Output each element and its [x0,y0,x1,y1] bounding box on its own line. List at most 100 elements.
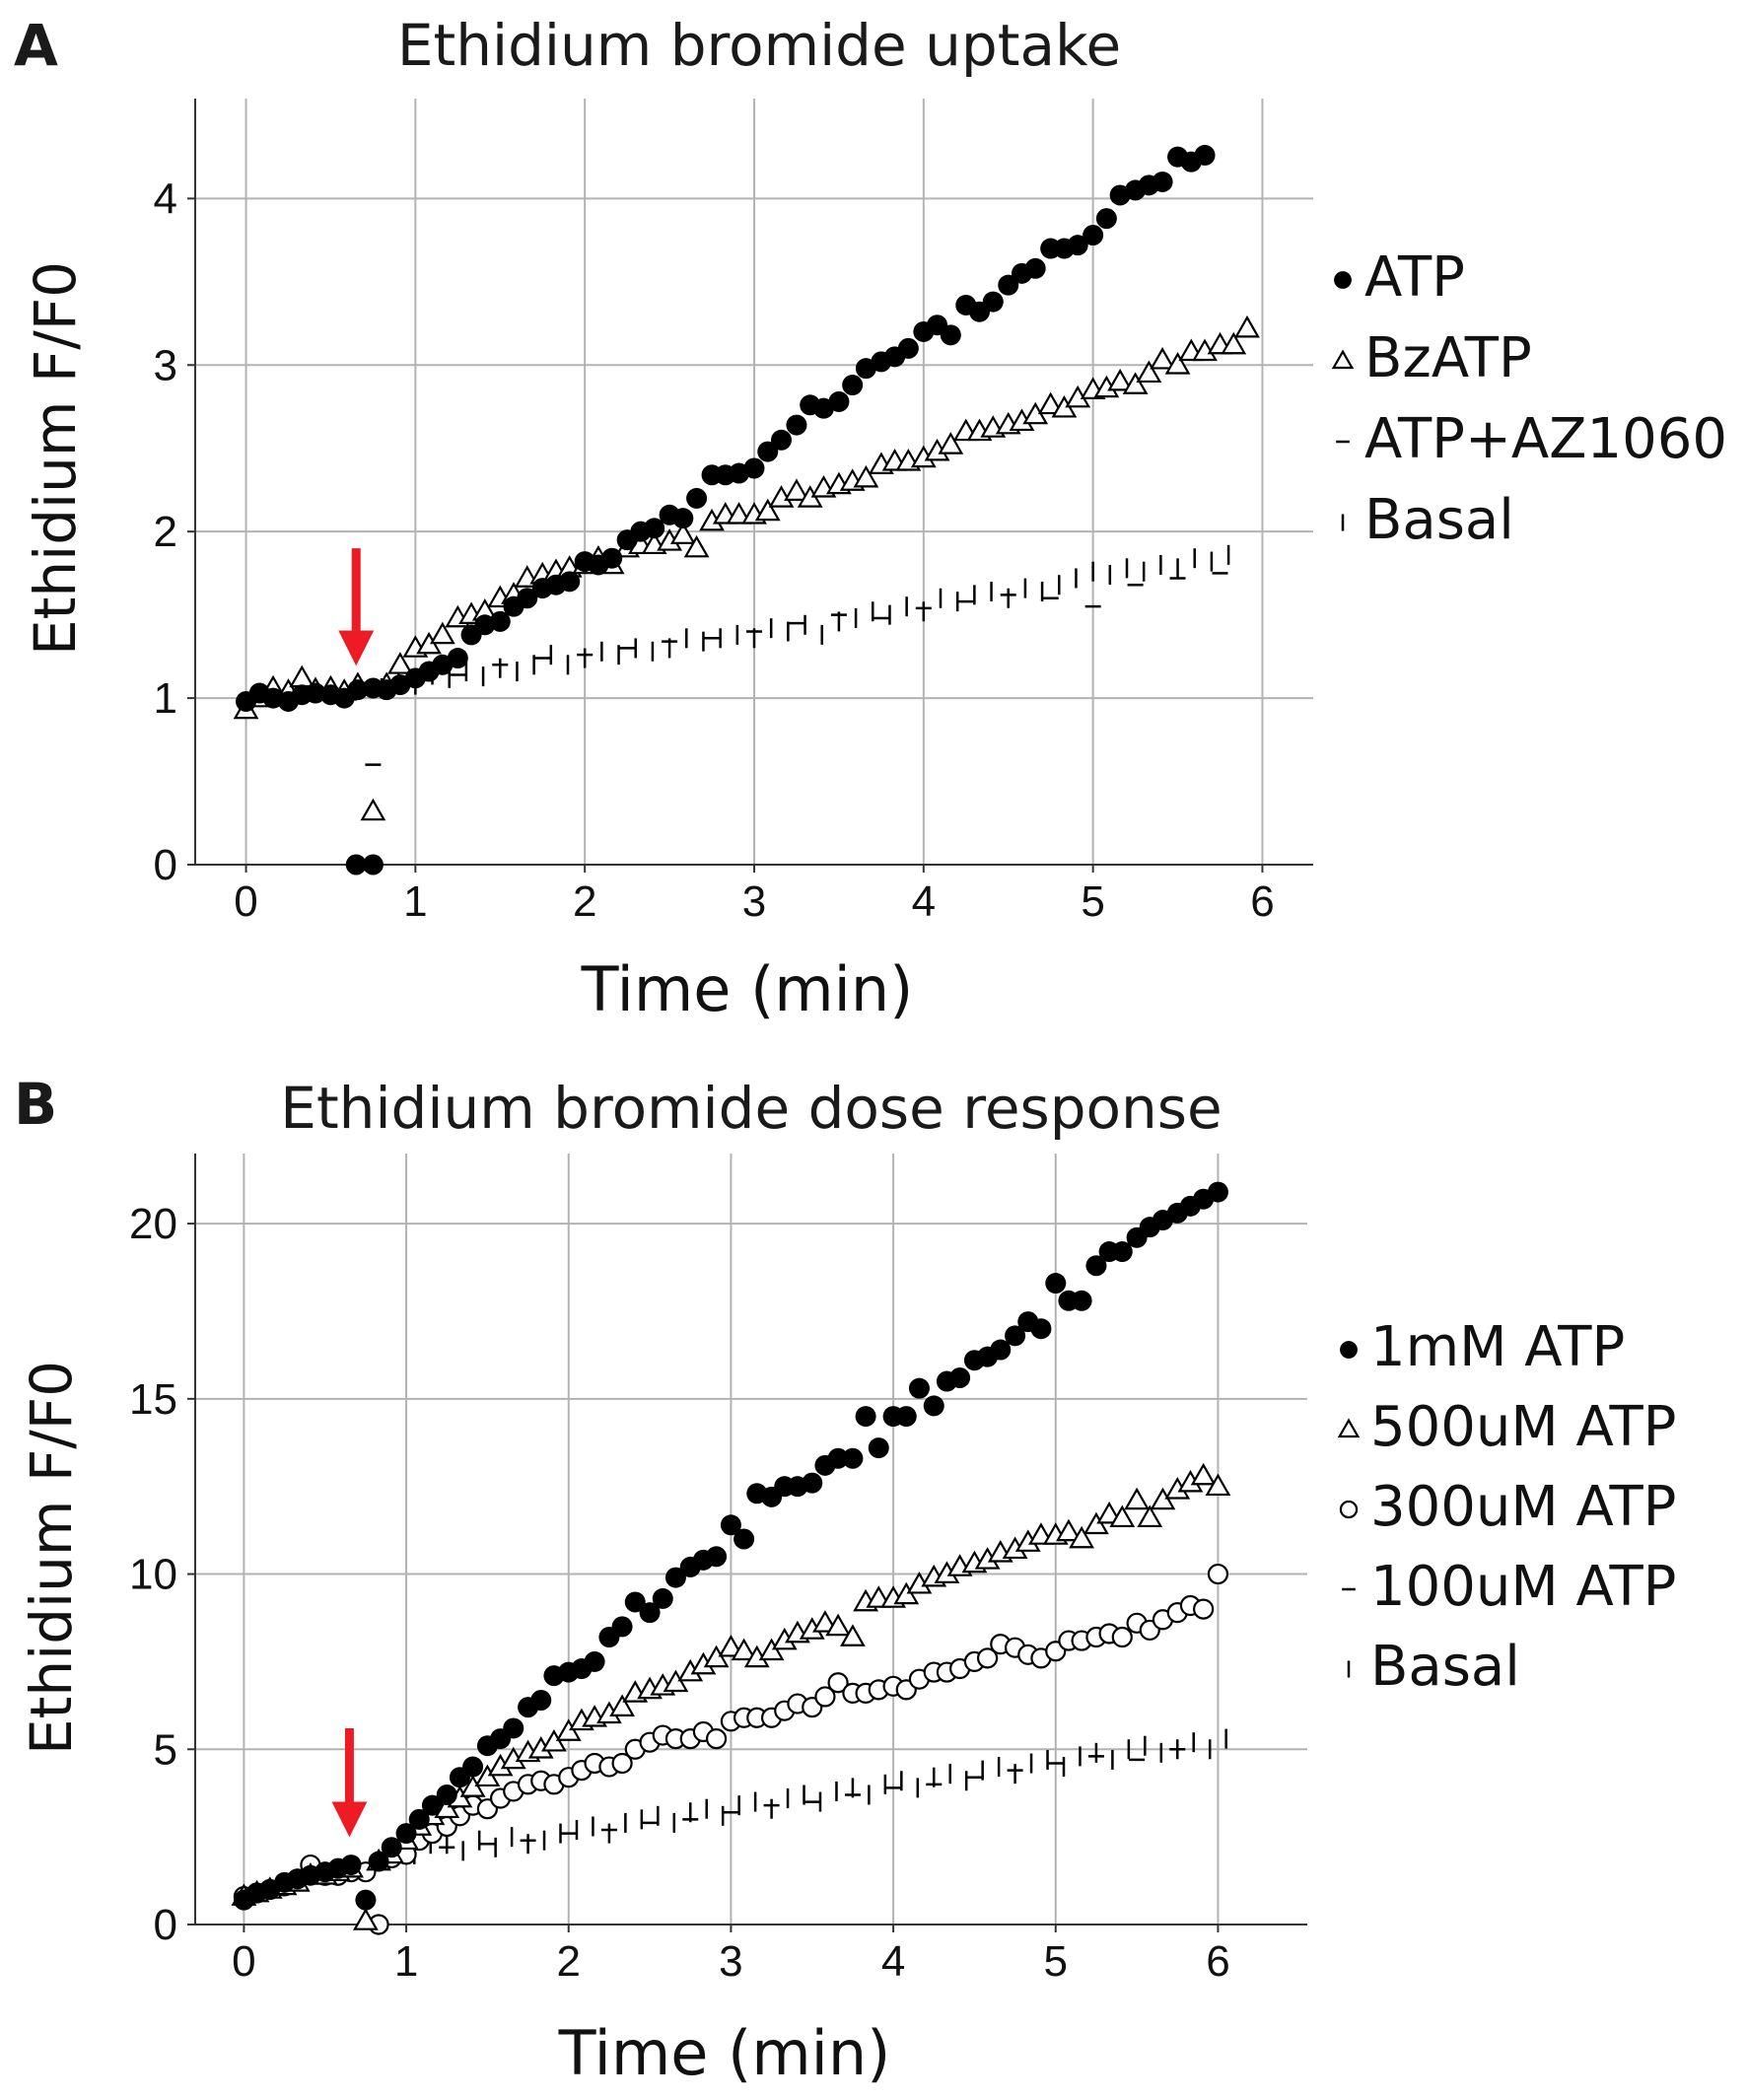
panel-b-series-0-point-59 [1030,1318,1052,1340]
panel-a-series-0-point-27 [601,547,623,569]
panel-b-legend-label-1: 500uM ATP [1370,1395,1676,1459]
panel-a-series-0-point-33 [686,487,708,509]
panel-b-series-1-point-37 [731,1638,757,1661]
panel-b-legend-marker-1 [1337,1418,1361,1438]
panel-b-series-0-point-49 [895,1406,917,1428]
panel-a-series-0-point-40 [786,414,807,436]
panel-b-series-0-point-45 [842,1447,864,1469]
panel-b-ytick-label-2: 10 [129,1551,177,1599]
panel-a-series-1-point-44 [853,464,879,488]
panel-a-series-0-point-9 [347,679,369,701]
panel-a-legend-label-0: ATP [1364,245,1465,310]
panel-b-series-4 [413,1728,1227,1864]
panel-b-series-2-point-44 [827,1672,849,1694]
panel-a-plot: 0 1 2 3 4 5 6 0 1 2 3 4 [154,99,1313,926]
panel-a-xtick-label-5: 5 [1081,877,1104,926]
panel-a-series-0-point-43 [828,390,850,412]
panel-a-series-0-point-38 [757,441,779,462]
panel-b-series-0-point-29 [624,1591,646,1613]
panel-b-series-0-point-8 [340,1855,362,1876]
panel-b-legend-marker-2 [1339,1500,1359,1519]
panel-b-series-1-point-66 [1124,1487,1150,1510]
panel-b-series-0-point-14 [421,1794,443,1816]
panel-b-series-0-point-12 [395,1823,417,1845]
panel-b-series-1-point-65 [1109,1505,1136,1528]
panel-b-series-0-point-72 [1207,1181,1228,1203]
panel-b-xtick-label-1: 1 [394,1937,418,1986]
panel-b-series-0-point-10 [368,1851,389,1872]
panel-b-series-0-point-46 [855,1406,876,1428]
panel-b-series-1-point-44 [825,1613,851,1637]
panel-b-series-0-point-15 [436,1784,457,1805]
panel-b-title: Ethidium bromide dose response [280,1075,1222,1142]
panel-b-series-0-point-62 [1071,1290,1092,1311]
panel-b-series-0-point-37 [734,1528,755,1550]
panel-a-series-0-point-69 [1194,144,1216,166]
panel-b-legend-marker-0 [1340,1341,1358,1359]
panel-b-series-0-point-56 [990,1339,1012,1361]
panel-b-plot: 0 1 2 3 4 5 6 0 5 10 15 20 [129,1154,1307,1986]
panel-b-series-2-point-35 [705,1728,728,1750]
panel-a-series-1-point-35 [726,502,752,525]
panel-b-legend: 1mM ATP 500uM ATP 300uM ATP 100uM ATP Basal [1337,1315,1676,1699]
panel-a-series-1-point-63 [1122,372,1149,394]
panel-a-series-1-point-37 [754,498,781,522]
panel-b-xtick-label-3: 3 [719,1937,742,1986]
panel-a-series-1-point-9 [360,798,386,821]
panel-b-series-1-point-67 [1137,1505,1163,1528]
panel-b-series-0-point-11 [381,1837,402,1858]
panel-b-series-2-point-55 [976,1647,999,1669]
panel-b-series-1-point-64 [1096,1501,1122,1524]
panel-b-series-0-point-22 [530,1690,552,1712]
panel-b-ytick-label-0: 0 [154,1901,177,1949]
panel-b-series-2-point-65 [1111,1626,1133,1648]
panel-b-series-0-point-32 [664,1567,686,1588]
panel-b-series-0-point-42 [802,1472,823,1494]
panel-a-xtick-label-0: 0 [234,877,257,926]
panel-b-series-0-point-13 [408,1808,430,1830]
panel-b-ytick-label-4: 20 [129,1200,177,1248]
panel-a-legend-label-1: BzATP [1364,326,1532,390]
panel-a-xtick-label-2: 2 [573,877,596,926]
panel-b-series-1-point-43 [812,1610,838,1633]
panel-a-ytick-label-0: 0 [154,841,177,889]
panel-b-series-0-point-65 [1111,1241,1133,1263]
panel-b-ylabel: Ethidium F/F0 [18,1361,85,1755]
panel-b-series-0-point-30 [639,1602,661,1624]
panel-a-series-0-point-66 [1152,171,1173,192]
panel-b-series-2-point-28 [611,1752,633,1775]
panel-b-series-0-point-47 [868,1437,889,1459]
panel-a-series-0-point-21 [517,588,538,609]
panel-a-series-1-point-66 [1164,352,1191,375]
panel-a-series-0-point-61 [1083,225,1104,246]
panel-b-xtick-label-6: 6 [1206,1937,1229,1986]
panel-a-xtick-label-3: 3 [742,877,766,926]
panel-a-series-1-point-4 [289,665,315,688]
panel-b-ytick-label-3: 15 [129,1375,177,1424]
panel-a-series-1-point-39 [784,478,809,501]
panel-a-legend: ATP BzATP ATP+AZ1060 Basal [1331,245,1727,552]
panel-b-letter: B [14,1071,57,1138]
panel-a-ytick-label-1: 1 [154,674,177,723]
panel-a-ytick-label-4: 4 [154,175,177,223]
panel-b-xtick-label-2: 2 [557,1937,581,1986]
panel-a-series-0-extra-0 [362,854,384,875]
panel-b-xlabel: Time (min) [558,2017,891,2089]
panel-b-series-0-point-53 [949,1366,971,1388]
panel-b-legend-label-0: 1mM ATP [1370,1315,1625,1379]
panel-a-series-1-point-32 [683,534,710,558]
panel-b-xtick-label-4: 4 [881,1937,905,1986]
panel-a-series-0-point-51 [940,324,961,346]
panel-a-title: Ethidium bromide uptake [397,12,1121,79]
panel-a-series-1-point-14 [429,621,455,645]
panel-a-series-0-point-5 [305,682,326,704]
panel-b-xtick-label-5: 5 [1044,1937,1068,1986]
panel-b-series-2-point-71 [1193,1598,1215,1620]
panel-b-legend-label-3: 100uM ATP [1370,1555,1676,1619]
panel-a-series-1-point-62 [1107,368,1134,391]
panel-a-series-1 [233,315,1260,821]
panel-a-series-0-point-54 [982,291,1004,313]
panel-b-series-0-point-20 [503,1717,524,1739]
panel-b-series-1-point-36 [718,1634,744,1657]
